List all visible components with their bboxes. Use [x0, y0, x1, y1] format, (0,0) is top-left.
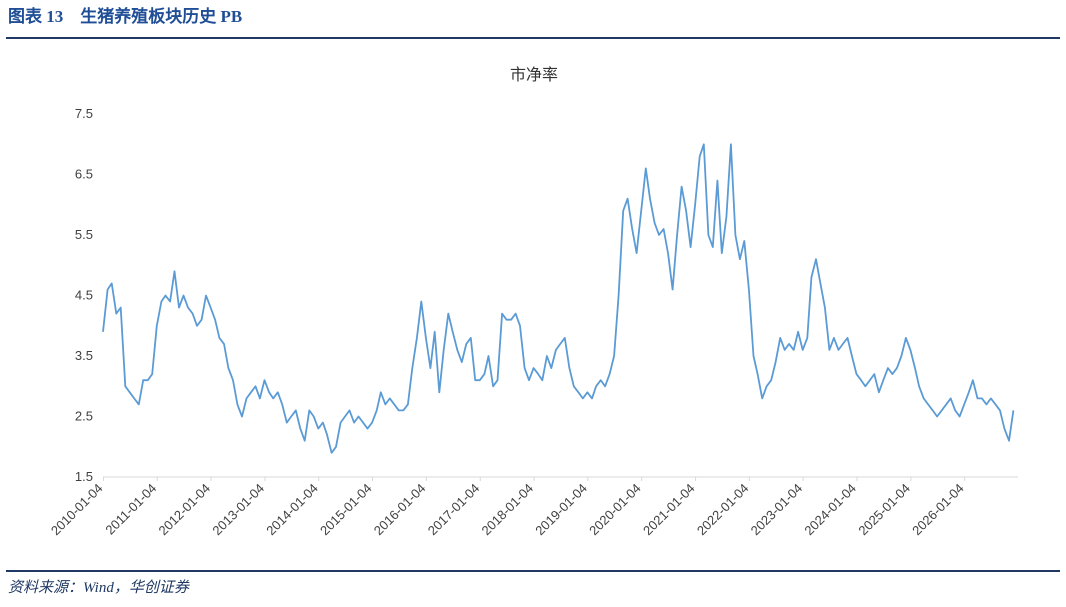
x-tick-label: 2026-01-04: [909, 481, 967, 539]
x-tick-label: 2016-01-04: [371, 481, 429, 539]
x-tick-label: 2019-01-04: [532, 481, 590, 539]
header-title: 图表 13 生猪养殖板块历史 PB: [8, 6, 242, 26]
y-tick-label: 6.5: [75, 167, 93, 182]
source: 资料来源：Wind，华创证券: [8, 579, 190, 596]
y-tick-label: 7.5: [75, 106, 93, 121]
x-tick-label: 2020-01-04: [586, 481, 644, 539]
x-tick-label: 2012-01-04: [156, 481, 214, 539]
x-tick-label: 2022-01-04: [694, 481, 752, 539]
x-tick-label: 2018-01-04: [479, 481, 537, 539]
x-tick-label: 2025-01-04: [855, 481, 913, 539]
x-tick-label: 2017-01-04: [425, 481, 483, 539]
x-tick-label: 2014-01-04: [263, 481, 321, 539]
y-tick-label: 3.5: [75, 348, 93, 363]
y-tick-label: 4.5: [75, 288, 93, 303]
x-tick-label: 2013-01-04: [209, 481, 267, 539]
y-tick-label: 2.5: [75, 409, 93, 424]
x-tick-label: 2015-01-04: [317, 481, 375, 539]
x-tick-label: 2011-01-04: [102, 481, 159, 538]
y-tick-label: 5.5: [75, 227, 93, 242]
x-tick-label: 2024-01-04: [801, 481, 859, 539]
plot: 1.5 2.5 3.5 4.5 5.5 6.5 7.5 2010-01-042011-01-0…: [48, 106, 1018, 538]
x-tick-label: 2023-01-04: [748, 481, 806, 539]
x-tick-label: 2021-01-04: [640, 481, 698, 539]
data-line: [102, 143, 1015, 454]
x-tick-label: 2010-01-04: [48, 481, 106, 539]
y-tick-label: 1.5: [75, 469, 93, 484]
chart-title: 市净率: [510, 66, 558, 84]
